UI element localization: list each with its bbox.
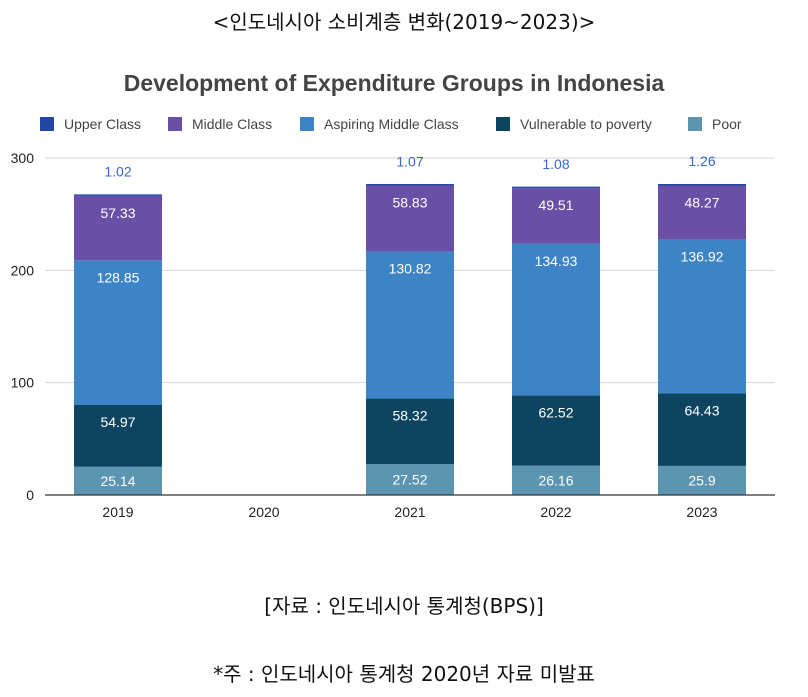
legend-label-middle-class: Middle Class xyxy=(192,116,272,132)
x-tick-label: 2020 xyxy=(248,504,279,520)
legend-swatch-upper-class xyxy=(40,117,54,131)
data-label-aspiring-middle-class-2023: 136.92 xyxy=(681,249,724,265)
bar-poor-2022 xyxy=(512,465,600,495)
data-label-vulnerable-to-poverty-2019: 54.97 xyxy=(100,414,135,430)
bar-vulnerable-to-poverty-2021 xyxy=(366,398,454,465)
legend-swatch-vulnerable-to-poverty xyxy=(496,117,510,131)
bar-upper-class-2023 xyxy=(658,183,746,186)
y-tick-label: 0 xyxy=(26,487,34,503)
data-label-upper-class-2019: 1.02 xyxy=(104,164,131,180)
data-label-aspiring-middle-class-2019: 128.85 xyxy=(97,269,140,285)
bar-aspiring-middle-class-2022 xyxy=(512,243,600,396)
data-label-vulnerable-to-poverty-2022: 62.52 xyxy=(538,404,573,420)
data-label-poor-2022: 26.16 xyxy=(538,472,573,488)
data-label-vulnerable-to-poverty-2021: 58.32 xyxy=(392,408,427,424)
legend-label-poor: Poor xyxy=(712,116,742,132)
x-tick-label: 2023 xyxy=(686,504,717,520)
bar-poor-2019 xyxy=(74,466,162,495)
data-label-poor-2019: 25.14 xyxy=(100,473,135,489)
x-tick-label: 2019 xyxy=(102,504,133,520)
data-label-middle-class-2021: 58.83 xyxy=(392,195,427,211)
data-label-vulnerable-to-poverty-2023: 64.43 xyxy=(684,403,719,419)
legend-swatch-aspiring-middle-class xyxy=(300,117,314,131)
bar-poor-2023 xyxy=(658,465,746,495)
footnote: *주 : 인도네시아 통계청 2020년 자료 미발표 xyxy=(213,662,595,686)
data-label-aspiring-middle-class-2021: 130.82 xyxy=(389,261,432,277)
legend-label-vulnerable-to-poverty: Vulnerable to poverty xyxy=(520,116,652,132)
bar-aspiring-middle-class-2021 xyxy=(366,251,454,399)
bar-middle-class-2019 xyxy=(74,195,162,261)
data-label-upper-class-2021: 1.07 xyxy=(396,153,423,169)
data-label-middle-class-2022: 49.51 xyxy=(538,197,573,213)
bar-upper-class-2019 xyxy=(74,194,162,196)
bar-aspiring-middle-class-2019 xyxy=(74,260,162,406)
y-axis: 0 100 200 300 xyxy=(11,150,35,503)
legend-label-aspiring-middle-class: Aspiring Middle Class xyxy=(324,116,459,132)
bar-middle-class-2023 xyxy=(658,185,746,240)
data-label-aspiring-middle-class-2022: 134.93 xyxy=(535,253,578,269)
chart-bars xyxy=(74,183,746,495)
x-tick-label: 2022 xyxy=(540,504,571,520)
data-label-upper-class-2022: 1.08 xyxy=(542,156,569,172)
source-caption: [자료 : 인도네시아 통계청(BPS)] xyxy=(264,594,544,618)
bar-vulnerable-to-poverty-2022 xyxy=(512,395,600,466)
bar-vulnerable-to-poverty-2023 xyxy=(658,393,746,466)
data-label-middle-class-2019: 57.33 xyxy=(100,205,135,221)
data-label-poor-2021: 27.52 xyxy=(392,472,427,488)
bar-middle-class-2022 xyxy=(512,188,600,244)
data-labels: 25.14 54.97 128.85 57.33 1.02 27.52 58.32 130.8… xyxy=(97,153,724,489)
bar-vulnerable-to-poverty-2019 xyxy=(74,405,162,467)
bar-poor-2021 xyxy=(366,464,454,495)
page-title: <인도네시아 소비계층 변화(2019~2023)> xyxy=(212,10,596,34)
chart-title: Development of Expenditure Groups in Ind… xyxy=(124,70,665,96)
bar-middle-class-2021 xyxy=(366,185,454,252)
bar-upper-class-2021 xyxy=(366,184,454,186)
legend-swatch-middle-class xyxy=(168,117,182,131)
bar-aspiring-middle-class-2023 xyxy=(658,239,746,394)
bar-upper-class-2022 xyxy=(512,186,600,189)
stacked-bar-chart: Development of Expenditure Groups in Ind… xyxy=(11,70,775,520)
y-tick-label: 100 xyxy=(11,375,35,391)
x-axis: 2019 2020 2021 2022 2023 xyxy=(45,494,775,520)
legend-swatch-poor xyxy=(688,117,702,131)
y-tick-label: 200 xyxy=(11,262,35,278)
data-label-middle-class-2023: 48.27 xyxy=(684,194,719,210)
data-label-upper-class-2023: 1.26 xyxy=(688,153,715,169)
chart-legend: Upper Class Middle Class Aspiring Middle C… xyxy=(40,116,742,132)
y-tick-label: 300 xyxy=(11,150,35,166)
x-tick-label: 2021 xyxy=(394,504,425,520)
legend-label-upper-class: Upper Class xyxy=(64,116,141,132)
data-label-poor-2023: 25.9 xyxy=(688,472,715,488)
